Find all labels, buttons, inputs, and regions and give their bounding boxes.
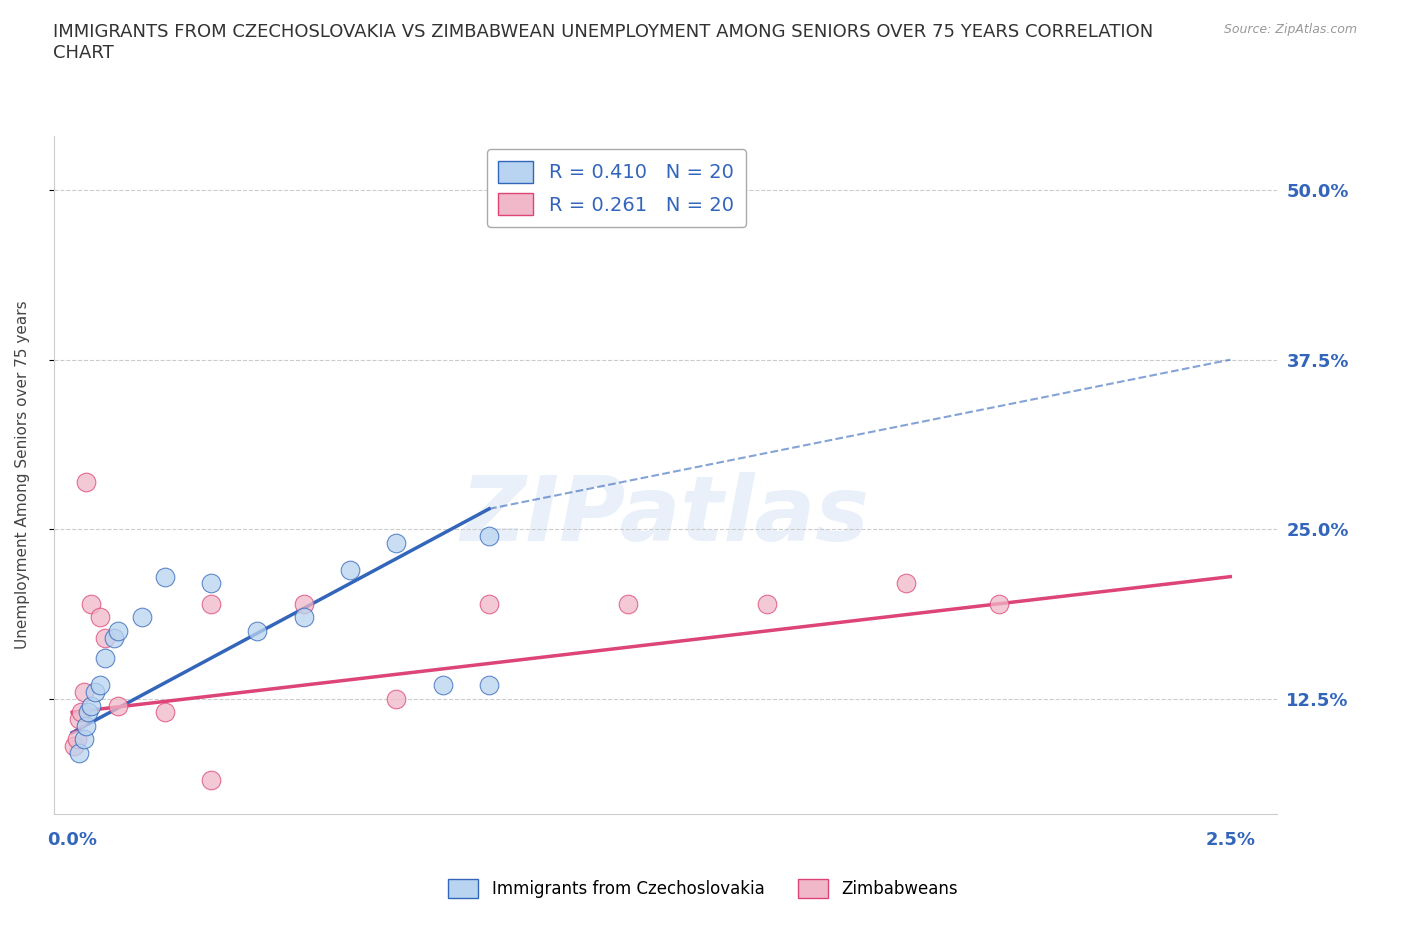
Text: Source: ZipAtlas.com: Source: ZipAtlas.com [1223,23,1357,36]
Point [617,596,640,611]
Point [63,738,86,753]
Point [200,773,222,788]
Point [478,528,501,543]
Point [200,596,222,611]
Point [153,569,176,584]
Point [75,474,97,489]
Point [385,691,408,706]
Point [478,596,501,611]
Point [93,651,115,666]
Point [84,684,107,699]
Point [246,623,269,638]
Point [339,563,361,578]
Legend: R = 0.410   N = 20, R = 0.261   N = 20: R = 0.410 N = 20, R = 0.261 N = 20 [486,149,745,227]
Point [107,698,129,713]
Point [79,698,101,713]
Point [89,610,111,625]
Point [70,705,93,720]
Text: 2.5%: 2.5% [1205,830,1256,849]
Point [107,623,129,638]
Point [103,631,125,645]
Point [73,732,96,747]
Y-axis label: Unemployment Among Seniors over 75 years: Unemployment Among Seniors over 75 years [15,300,30,649]
Point [432,678,454,693]
Point [385,536,408,551]
Point [292,610,315,625]
Text: ZIPatlas: ZIPatlas [461,472,869,560]
Point [66,732,89,747]
Point [153,705,176,720]
Point [73,684,96,699]
Point [75,718,97,733]
Point [987,596,1010,611]
Point [292,596,315,611]
Point [894,576,917,591]
Point [89,678,111,693]
Point [77,705,100,720]
Point [200,576,222,591]
Text: IMMIGRANTS FROM CZECHOSLOVAKIA VS ZIMBABWEAN UNEMPLOYMENT AMONG SENIORS OVER 75 : IMMIGRANTS FROM CZECHOSLOVAKIA VS ZIMBAB… [53,23,1154,62]
Point [478,678,501,693]
Point [67,746,90,761]
Point [79,596,101,611]
Point [756,596,779,611]
Point [67,711,90,726]
Point [93,631,115,645]
Point [131,610,153,625]
Legend: Immigrants from Czechoslovakia, Zimbabweans: Immigrants from Czechoslovakia, Zimbabwe… [441,872,965,905]
Text: 0.0%: 0.0% [48,830,97,849]
